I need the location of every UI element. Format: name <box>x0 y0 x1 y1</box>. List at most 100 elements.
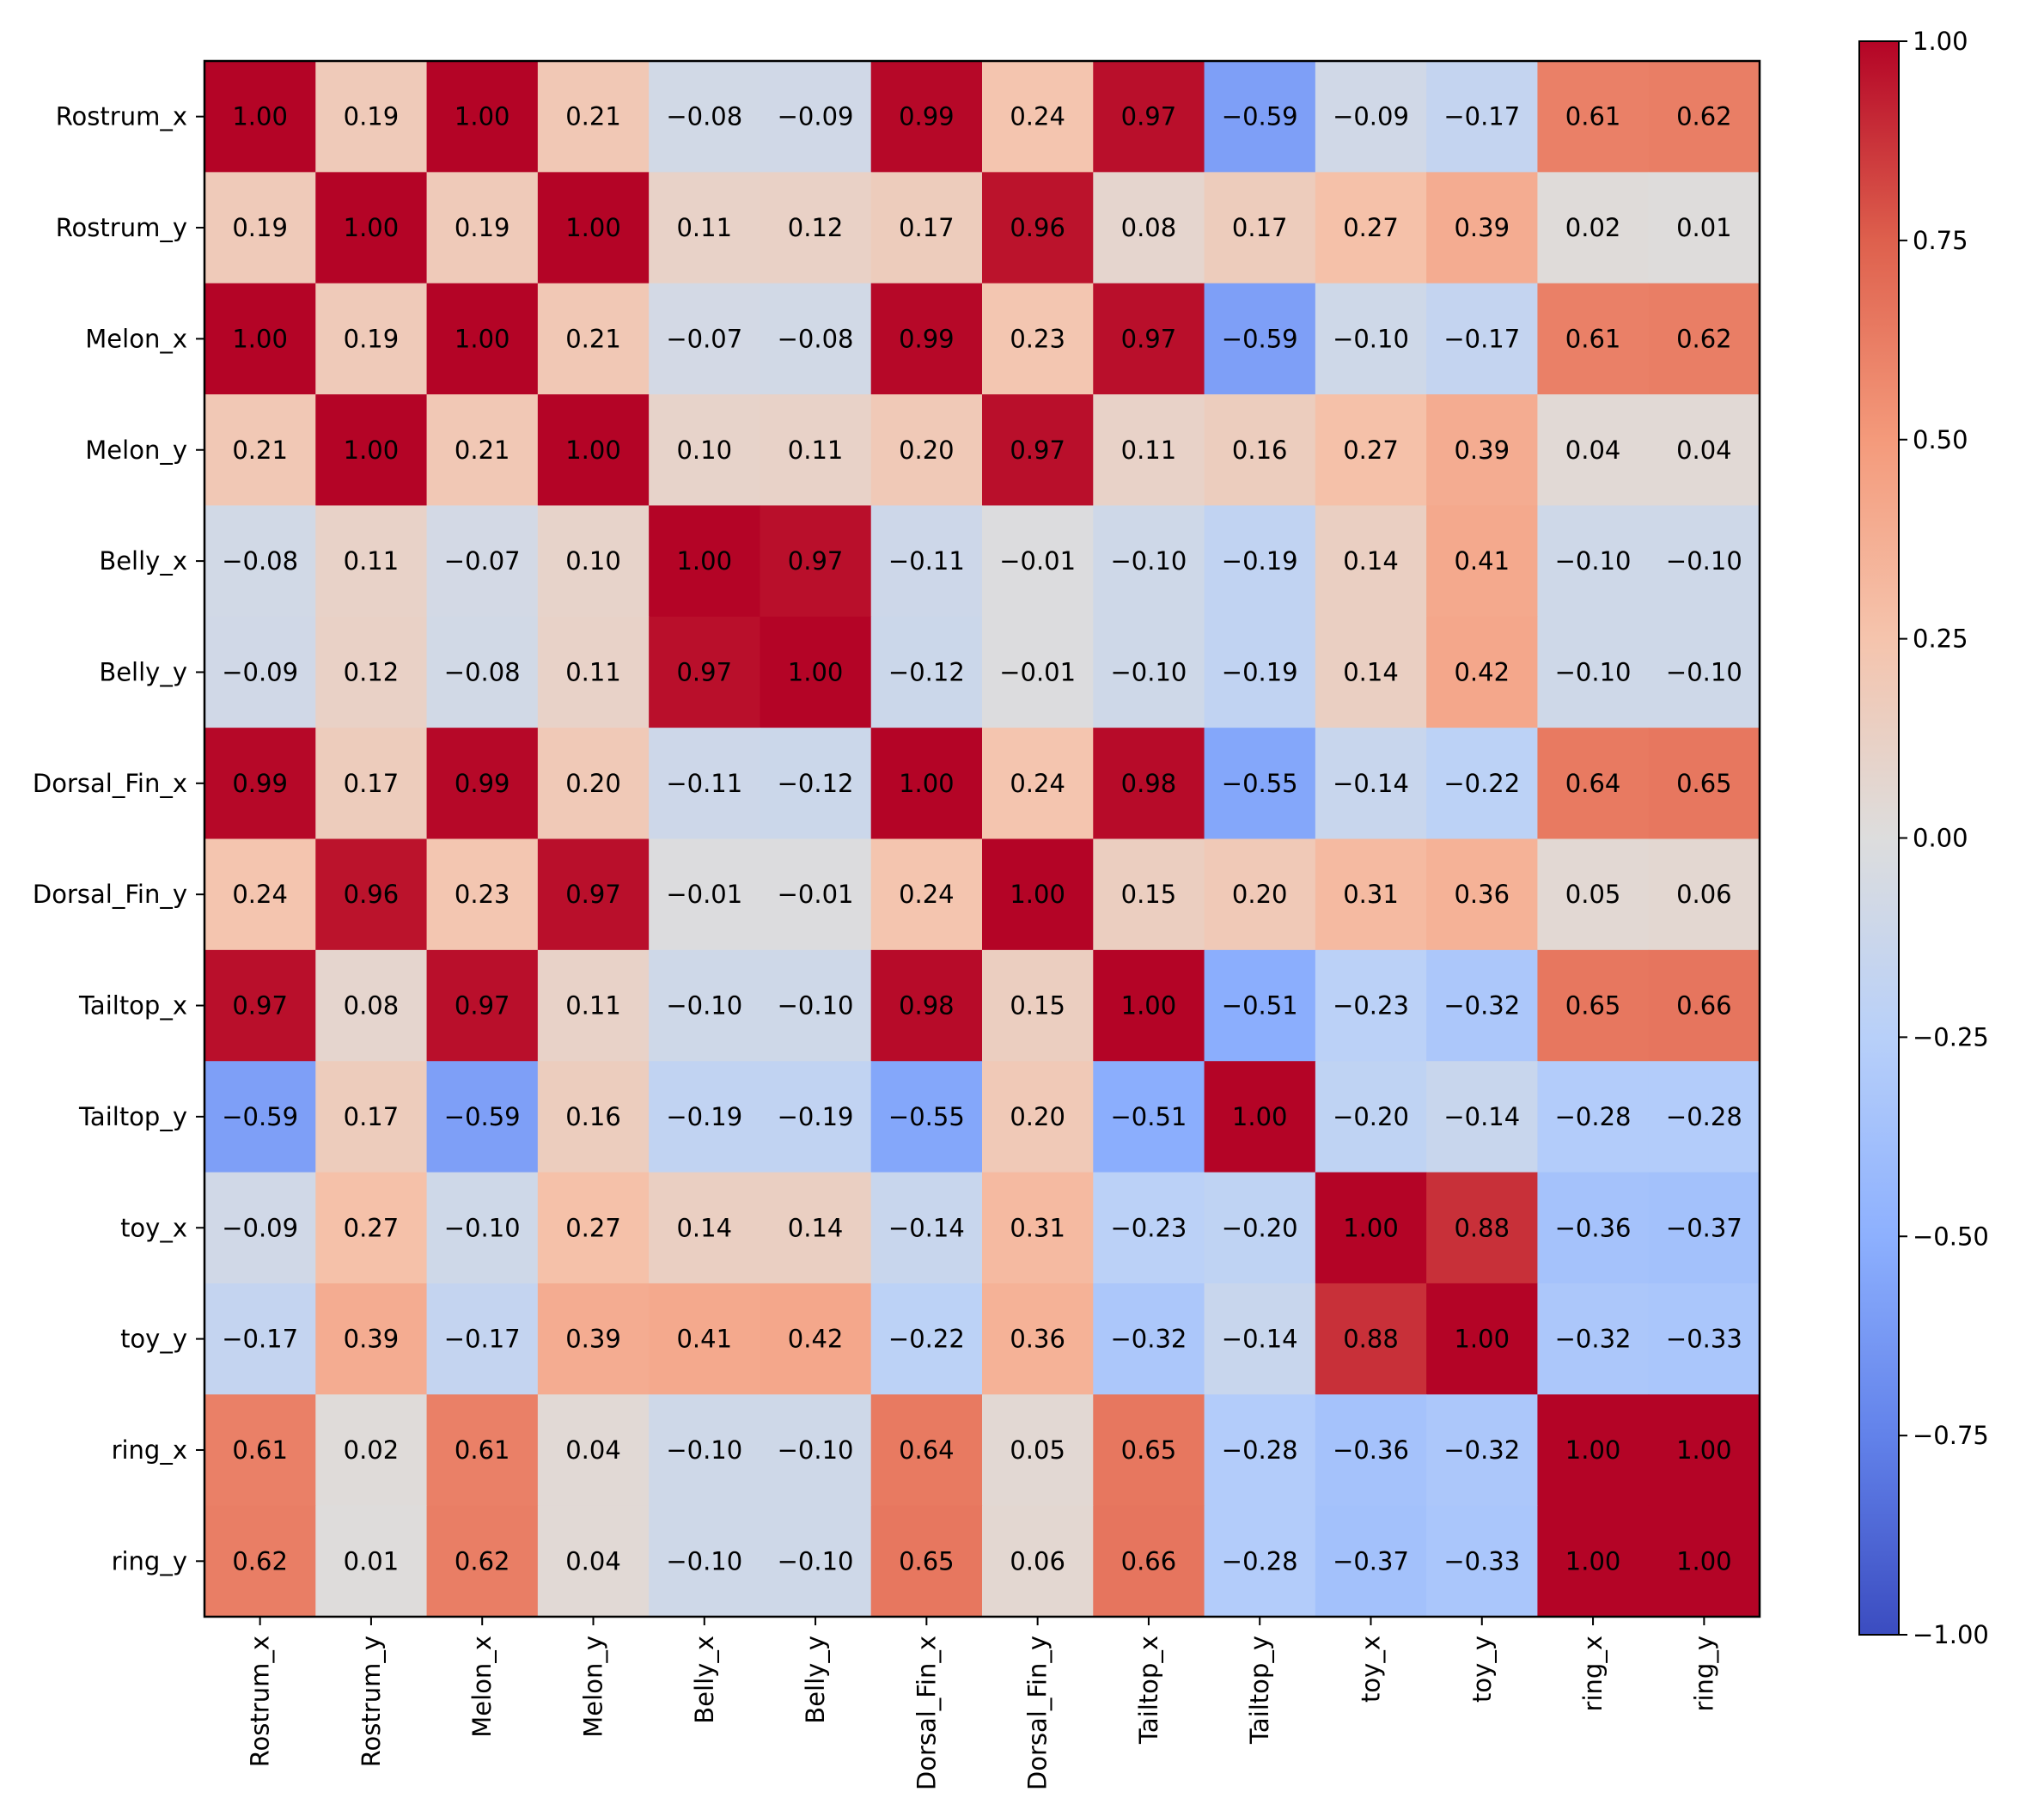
heatmap-cell <box>1648 1283 1760 1395</box>
cell-value-label: −0.51 <box>1110 1102 1187 1131</box>
heatmap-cell <box>537 1394 650 1507</box>
cell-value-label: 0.36 <box>1454 880 1510 909</box>
cell-value-label: −0.59 <box>1222 324 1298 353</box>
heatmap-cell <box>1648 1394 1760 1507</box>
cell-value-label: 0.97 <box>1121 102 1177 131</box>
heatmap-cell <box>649 1394 761 1507</box>
row-label: ring_x <box>112 1435 187 1465</box>
heatmap-cell <box>426 505 539 618</box>
cell-value-label: −0.55 <box>888 1102 965 1131</box>
heatmap-cell <box>982 505 1094 618</box>
heatmap-cell <box>1648 505 1760 618</box>
cell-value-label: 0.21 <box>455 436 510 465</box>
cell-value-label: 0.27 <box>1343 436 1399 465</box>
heatmap-cell <box>204 283 316 395</box>
cell-value-label: −0.32 <box>1443 1435 1520 1465</box>
heatmap-cell <box>870 61 983 173</box>
heatmap-cell <box>982 949 1094 1062</box>
cell-value-label: −0.17 <box>222 1325 298 1354</box>
cell-value-label: 0.06 <box>1010 1546 1065 1575</box>
cell-value-label: 0.62 <box>455 1546 510 1575</box>
cell-value-label: 0.14 <box>1343 546 1399 576</box>
heatmap-cell <box>537 728 650 840</box>
heatmap-cell <box>1093 949 1205 1062</box>
cell-value-label: 0.14 <box>676 1213 732 1242</box>
row-label: Rostrum_y <box>56 213 187 242</box>
heatmap-cell <box>315 61 428 173</box>
cell-value-label: 0.12 <box>788 213 844 242</box>
cell-value-label: 0.66 <box>1121 1546 1177 1575</box>
cell-value-label: 0.65 <box>1565 991 1621 1021</box>
heatmap-cell <box>760 1283 872 1395</box>
cell-value-label: 0.06 <box>1676 880 1732 909</box>
cell-value-label: −0.33 <box>1666 1325 1742 1354</box>
cell-value-label: −0.59 <box>1222 102 1298 131</box>
heatmap-cell <box>1093 1505 1205 1618</box>
heatmap-cell <box>760 949 872 1062</box>
cell-value-label: 0.61 <box>232 1435 288 1465</box>
heatmap-cell <box>870 949 983 1062</box>
heatmap-cell <box>426 283 539 395</box>
heatmap-cell <box>982 1172 1094 1284</box>
heatmap-cell <box>315 1283 428 1395</box>
cell-value-label: −0.14 <box>888 1213 965 1242</box>
cell-value-label: 0.11 <box>344 546 400 576</box>
cell-value-label: −0.09 <box>222 657 298 686</box>
heatmap-cell <box>1315 728 1427 840</box>
row-label: toy_x <box>120 1213 187 1242</box>
heatmap-cell <box>426 1283 539 1395</box>
cell-value-label: 1.00 <box>1565 1546 1621 1575</box>
heatmap-cell <box>315 505 428 618</box>
cell-value-label: −0.10 <box>778 991 854 1021</box>
cell-value-label: −0.10 <box>666 1546 742 1575</box>
cell-value-label: −0.37 <box>1333 1546 1409 1575</box>
cell-value-label: 0.27 <box>344 1213 400 1242</box>
heatmap-cell <box>1315 394 1427 507</box>
colorbar-tick-label: 0.25 <box>1913 625 1968 654</box>
row-axis: Rostrum_x Rostrum_y Melon_x Melon_y Belly_x B… <box>33 102 204 1575</box>
heatmap-cell <box>1537 283 1650 395</box>
cell-value-label: 0.24 <box>899 880 955 909</box>
cell-value-label: −0.22 <box>888 1325 965 1354</box>
heatmap-cell <box>1093 394 1205 507</box>
cell-value-label: 0.88 <box>1343 1325 1399 1354</box>
heatmap-cell <box>870 1172 983 1284</box>
heatmap-cell <box>1315 838 1427 951</box>
heatmap-cell <box>1315 616 1427 728</box>
row-label: Belly_x <box>99 546 187 576</box>
cell-value-label: 0.16 <box>1232 436 1288 465</box>
cell-value-label: 0.17 <box>344 769 400 798</box>
heatmap-cell <box>426 394 539 507</box>
cell-value-label: 0.11 <box>788 436 844 465</box>
cell-value-label: −0.10 <box>1110 546 1187 576</box>
cell-value-label: 0.04 <box>1676 436 1732 465</box>
cell-value-label: 0.97 <box>565 880 621 909</box>
cell-value-label: 1.00 <box>455 324 510 353</box>
heatmap-cell <box>1315 172 1427 284</box>
cell-value-label: 0.24 <box>1010 769 1065 798</box>
heatmap-cell <box>1093 61 1205 173</box>
cell-value-label: −0.17 <box>1443 324 1520 353</box>
heatmap-cell <box>204 616 316 728</box>
heatmap-cell <box>1426 1172 1539 1284</box>
heatmap-cell <box>649 728 761 840</box>
colorbar-axis: 1.00 0.75 0.50 0.25 0.00 −0.25 −0.50 −0.75 −1.00 <box>1899 27 1989 1649</box>
cell-value-label: 0.04 <box>565 1546 621 1575</box>
cell-value-label: 0.24 <box>232 880 288 909</box>
cell-value-label: −0.10 <box>778 1435 854 1465</box>
heatmap-cell <box>1537 172 1650 284</box>
cell-value-label: −0.11 <box>888 546 965 576</box>
heatmap-cell <box>760 283 872 395</box>
cell-value-label: 0.39 <box>344 1325 400 1354</box>
column-label: ring_x <box>1578 1636 1608 1711</box>
heatmap-cell <box>760 1061 872 1173</box>
heatmap-cell <box>649 394 761 507</box>
heatmap-cell <box>1648 616 1760 728</box>
heatmap-cell <box>1537 949 1650 1062</box>
cell-value-label: −0.09 <box>1333 102 1409 131</box>
heatmap-cell <box>1204 172 1316 284</box>
heatmap-cell <box>1537 728 1650 840</box>
heatmap-cell <box>537 616 650 728</box>
heatmap-cell <box>204 1394 316 1507</box>
heatmap-cell <box>1537 394 1650 507</box>
